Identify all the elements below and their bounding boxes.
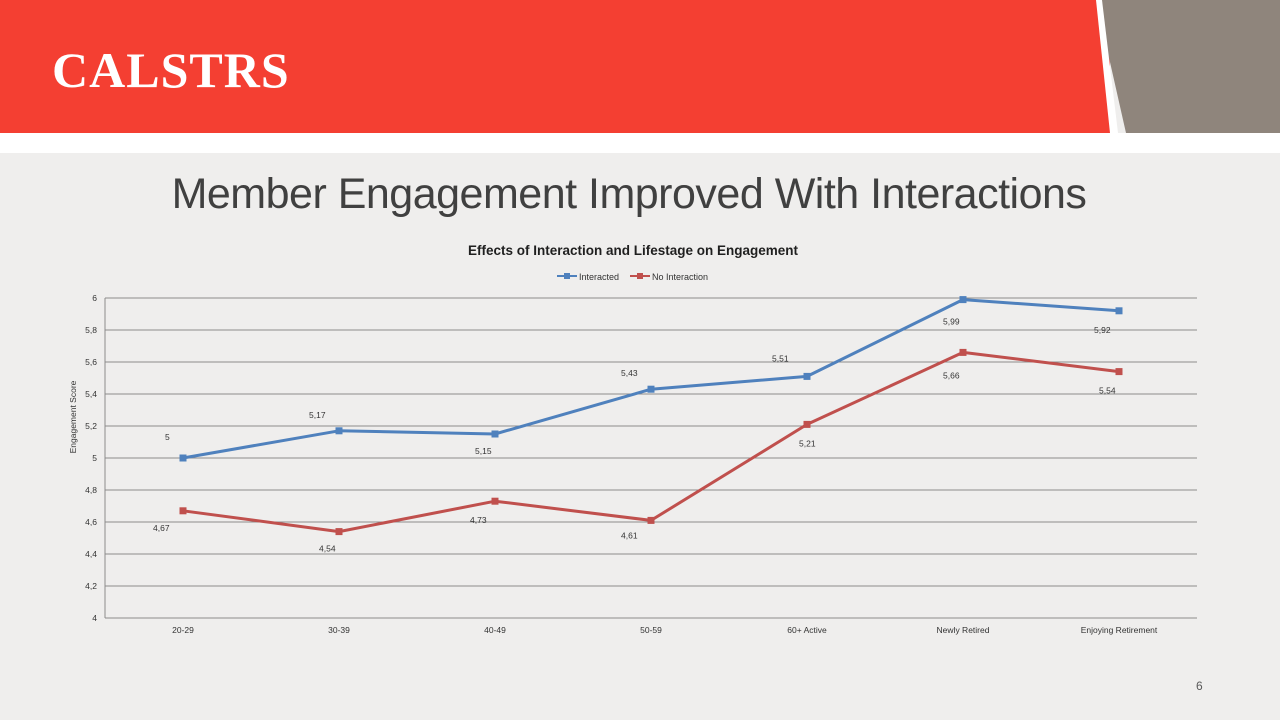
y-tick-label: 4,4: [85, 549, 97, 559]
data-label: 5,92: [1094, 325, 1111, 335]
data-label: 5: [165, 432, 170, 442]
y-tick-label: 4,2: [85, 581, 97, 591]
y-tick-label: 5,2: [85, 421, 97, 431]
y-tick-label: 5,4: [85, 389, 97, 399]
chart-legend: Interacted No Interaction: [557, 272, 708, 282]
y-tick-label: 4: [92, 613, 97, 623]
y-axis-title: Engagement Score: [68, 380, 78, 453]
data-label: 5,15: [475, 446, 492, 456]
data-label: 5,99: [943, 317, 960, 327]
data-point: [179, 507, 187, 515]
x-tick-label: Enjoying Retirement: [1081, 625, 1158, 635]
chart-title: Effects of Interaction and Lifestage on …: [468, 243, 799, 258]
y-tick-label: 6: [92, 293, 97, 303]
y-tick-label: 5,6: [85, 357, 97, 367]
data-label: 5,66: [943, 370, 960, 380]
data-point: [647, 385, 655, 393]
x-tick-label: 60+ Active: [787, 625, 827, 635]
x-tick-label: 20-29: [172, 625, 194, 635]
data-point: [959, 296, 967, 304]
data-point: [959, 348, 967, 356]
data-point: [1115, 368, 1123, 376]
page-number: 6: [1196, 679, 1203, 693]
data-label: 5,21: [799, 438, 816, 448]
data-point: [491, 497, 499, 505]
data-point: [491, 430, 499, 438]
legend-marker-interacted: [564, 273, 570, 279]
slide-title: Member Engagement Improved With Interact…: [171, 170, 1087, 218]
y-tick-label: 5,8: [85, 325, 97, 335]
data-label: 5,51: [772, 353, 789, 363]
y-tick-label: 4,8: [85, 485, 97, 495]
data-label: 5,17: [309, 410, 326, 420]
data-label: 5,54: [1099, 386, 1116, 396]
data-label: 4,67: [153, 523, 170, 533]
data-label: 5,43: [621, 368, 638, 378]
x-tick-label: 40-49: [484, 625, 506, 635]
legend-marker-no-interaction: [637, 273, 643, 279]
y-tick-label: 4,6: [85, 517, 97, 527]
x-tick-label: 30-39: [328, 625, 350, 635]
legend-label-interacted: Interacted: [579, 272, 619, 282]
series-line-no-interaction: [182, 350, 1120, 534]
data-point: [803, 420, 811, 428]
data-point: [335, 528, 343, 536]
x-tick-label: 50-59: [640, 625, 662, 635]
y-tick-label: 5: [92, 453, 97, 463]
data-point: [179, 454, 187, 462]
calstrs-logo: CALSTRS: [52, 42, 290, 98]
data-point: [335, 427, 343, 435]
plot-area: 4 4,2 4,4 4,6 4,8 5 5,2 5,4 5,6 5,8 6 20-29 30-39 40-…: [85, 293, 1197, 635]
x-tick-label: Newly Retired: [937, 625, 990, 635]
data-point: [647, 516, 655, 524]
data-label: 4,73: [470, 515, 487, 525]
data-point: [1115, 307, 1123, 315]
legend-label-no-interaction: No Interaction: [652, 272, 708, 282]
header-banner-red: [0, 0, 1110, 133]
header-separator: [0, 133, 1280, 153]
data-point: [803, 372, 811, 380]
header-banner-gray: [1096, 0, 1280, 133]
data-label: 4,54: [319, 544, 336, 554]
series-line-interacted: [182, 298, 1120, 460]
data-label: 4,61: [621, 530, 638, 540]
